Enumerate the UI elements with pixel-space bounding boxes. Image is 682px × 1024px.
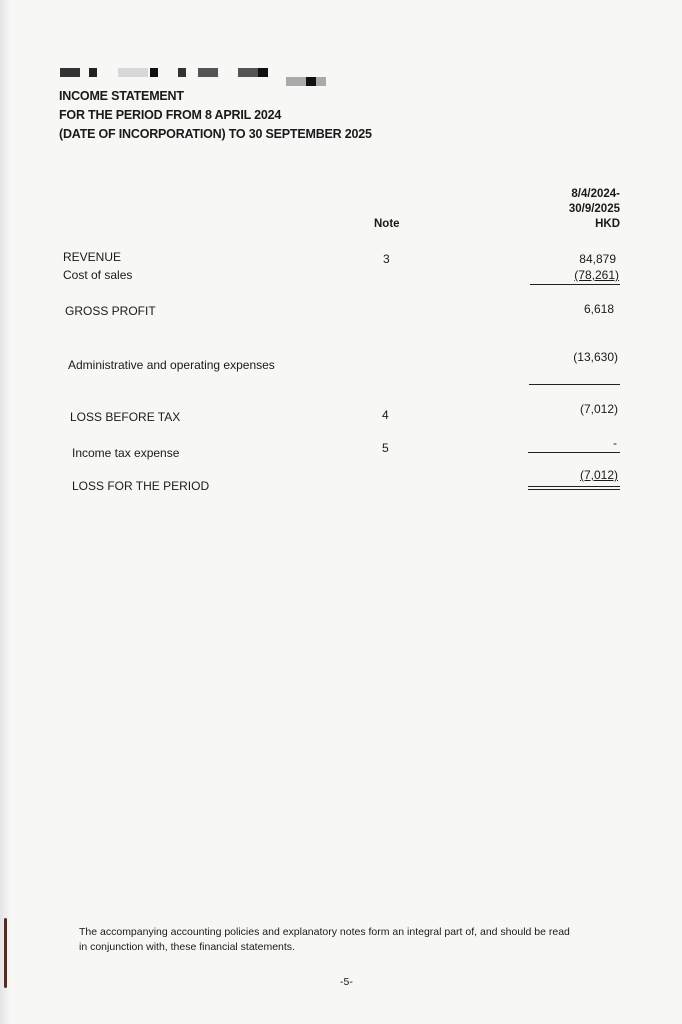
row-label: REVENUE xyxy=(63,250,122,264)
row-label: Income tax expense xyxy=(72,446,180,460)
row-label: LOSS BEFORE TAX xyxy=(70,410,181,424)
row-label: Cost of sales xyxy=(63,268,133,282)
footer-disclaimer-2: in conjunction with, these financial sta… xyxy=(79,941,295,953)
row-amount: (7,012) xyxy=(579,468,618,482)
row-note: 5 xyxy=(382,441,389,455)
statement-subtitle-1: FOR THE PERIOD FROM 8 APRIL 2024 xyxy=(59,108,282,122)
total-double-line-bottom xyxy=(528,489,620,490)
row-amount: (78,261) xyxy=(574,268,619,282)
row-amount: 6,618 xyxy=(583,302,614,316)
row-amount: (13,630) xyxy=(573,350,618,364)
row-note: 3 xyxy=(383,252,390,266)
row-label: Administrative and operating expenses xyxy=(68,358,275,372)
footer-disclaimer-1: The accompanying accounting policies and… xyxy=(79,926,570,938)
row-note: 4 xyxy=(382,408,389,422)
total-double-line-top xyxy=(528,486,620,487)
row-label: LOSS FOR THE PERIOD xyxy=(72,479,210,493)
scan-edge-shadow xyxy=(0,0,10,1024)
row-amount: (7,012) xyxy=(579,402,618,416)
period-header-1: 8/4/2024- xyxy=(571,188,620,200)
page-number: -5- xyxy=(340,976,353,988)
statement-subtitle-2: (DATE OF INCORPORATION) TO 30 SEPTEMBER … xyxy=(59,127,372,141)
row-label: GROSS PROFIT xyxy=(65,304,156,318)
row-amount: - xyxy=(613,436,617,450)
subtotal-line xyxy=(530,284,620,285)
subtotal-line xyxy=(529,384,620,385)
subtotal-line xyxy=(528,452,620,453)
note-header: Note xyxy=(374,218,400,230)
period-header-2: 30/9/2025 xyxy=(568,203,620,215)
scan-edge-mark xyxy=(4,918,7,988)
row-amount: 84,879 xyxy=(579,252,616,266)
currency-header: HKD xyxy=(595,218,620,230)
statement-title: INCOME STATEMENT xyxy=(59,89,184,103)
